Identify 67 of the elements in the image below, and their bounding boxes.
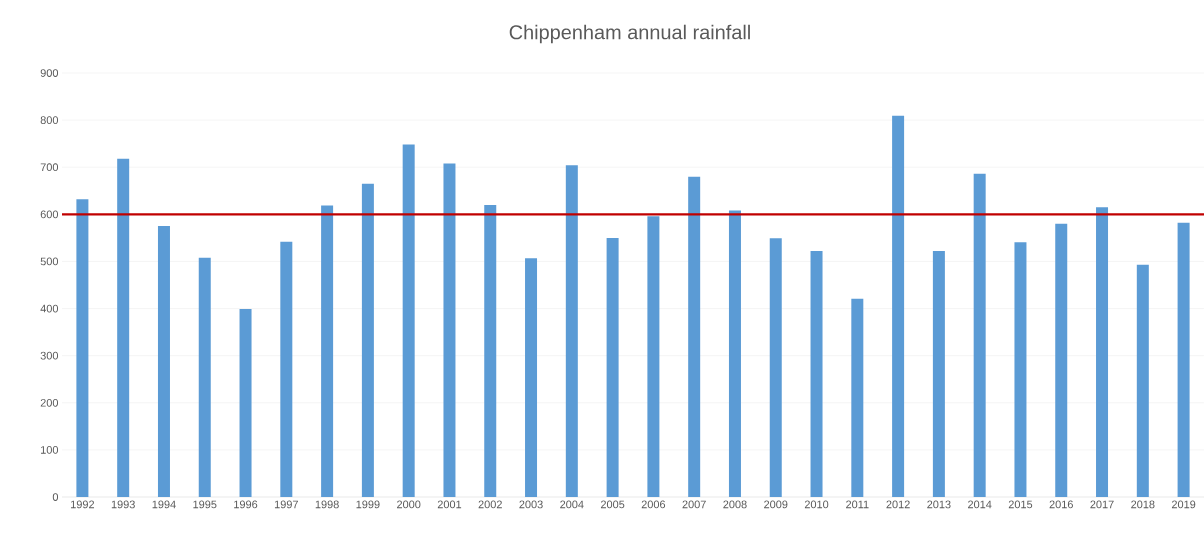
- bar: [76, 199, 89, 497]
- y-tick-label: 400: [40, 304, 59, 313]
- x-tick-label: 2000: [397, 500, 421, 509]
- bar: [402, 144, 415, 497]
- x-tick-label: 1999: [356, 500, 380, 509]
- x-tick-label: 2017: [1090, 500, 1114, 509]
- bar: [892, 115, 905, 497]
- x-tick-label: 2010: [804, 500, 829, 509]
- y-tick-label: 200: [40, 398, 59, 407]
- x-tick-label: 2014: [968, 500, 992, 509]
- bar: [1177, 222, 1190, 497]
- bar: [484, 204, 497, 497]
- y-tick-label: 0: [52, 493, 59, 501]
- x-tick-label: 2015: [1008, 500, 1033, 509]
- x-tick-label: 2018: [1131, 500, 1155, 509]
- bar: [117, 158, 130, 497]
- x-tick-label: 1994: [152, 500, 176, 509]
- bar: [525, 258, 538, 497]
- bar: [443, 163, 456, 497]
- bar: [321, 205, 334, 497]
- bar: [1136, 264, 1149, 497]
- y-tick-label: 700: [40, 163, 59, 172]
- y-tick-label: 600: [40, 210, 59, 219]
- x-tick-label: 2005: [600, 500, 625, 509]
- x-tick-label: 2004: [560, 500, 584, 509]
- x-tick-label: 2019: [1171, 500, 1196, 509]
- x-tick-label: 1997: [274, 500, 298, 509]
- bar: [361, 183, 374, 497]
- y-tick-label: 100: [41, 446, 59, 454]
- x-tick-label: 1992: [71, 500, 95, 509]
- y-tick-label: 800: [40, 116, 59, 124]
- bar: [239, 309, 252, 497]
- bar: [647, 216, 660, 497]
- x-tick-label: 2001: [437, 500, 462, 509]
- y-tick-label: 500: [40, 257, 59, 266]
- bar: [198, 257, 211, 497]
- x-tick-label: 2013: [927, 500, 951, 509]
- x-tick-label: 1993: [111, 500, 135, 509]
- x-tick-label: 2016: [1049, 500, 1073, 509]
- x-tick-label: 1996: [234, 500, 258, 509]
- bar: [932, 251, 945, 497]
- x-tick-label: 1995: [193, 500, 217, 509]
- x-tick-label: 1998: [315, 500, 339, 509]
- bar: [769, 238, 782, 497]
- bar: [565, 165, 578, 497]
- bar: [1014, 242, 1027, 497]
- x-tick-label: 2012: [886, 500, 910, 509]
- bar: [1055, 223, 1068, 497]
- x-tick-label: 2002: [478, 500, 502, 509]
- bar: [973, 173, 986, 497]
- y-tick-label: 300: [40, 351, 59, 360]
- x-tick-label: 2003: [519, 500, 543, 509]
- bar: [810, 251, 823, 497]
- bar: [1096, 207, 1109, 497]
- bar: [606, 237, 619, 497]
- bar: [688, 176, 701, 497]
- bar: [280, 241, 293, 497]
- x-tick-label: 2007: [682, 500, 706, 509]
- bar: [157, 226, 170, 497]
- x-tick-label: 2011: [846, 500, 869, 509]
- chart-title: Chippenham annual rainfall: [509, 24, 750, 44]
- x-tick-label: 2009: [764, 500, 788, 509]
- y-tick-label: 900: [40, 69, 59, 77]
- x-tick-label: 2008: [723, 500, 747, 509]
- bar: [851, 298, 864, 497]
- x-tick-label: 2006: [641, 500, 666, 509]
- bar: [728, 210, 741, 497]
